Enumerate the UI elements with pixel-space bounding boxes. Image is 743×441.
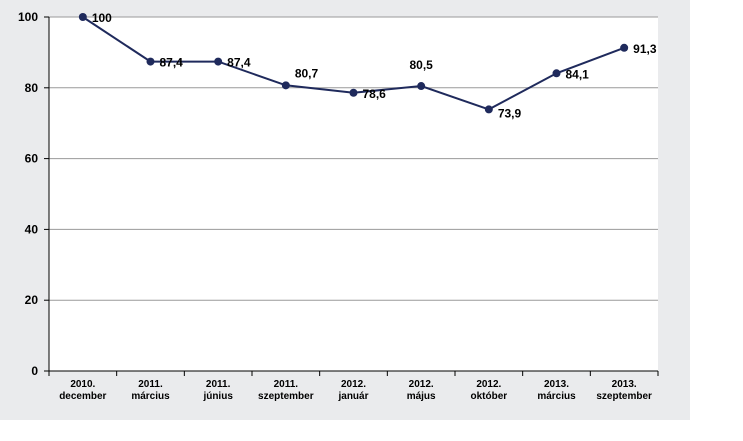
x-tick-label: 2010. december <box>59 379 106 402</box>
data-point <box>214 57 223 66</box>
x-tick-label-line: szeptember <box>596 391 652 402</box>
x-tick-label-line: március <box>131 391 170 402</box>
x-tick-label: 2012. január <box>337 379 368 402</box>
x-tick-label-line: október <box>470 391 507 402</box>
x-tick-label-line: 2012. <box>476 379 501 390</box>
y-tick-label: 100 <box>18 10 38 24</box>
data-label: 80,5 <box>409 58 433 72</box>
x-tick-label-line: 2013. <box>612 379 637 390</box>
x-tick-label: 2012. október <box>470 379 507 402</box>
x-tick-label: 2011. június <box>202 379 233 402</box>
data-label: 78,6 <box>363 87 387 101</box>
data-point <box>78 13 87 21</box>
x-tick-label-line: 2010. <box>70 379 95 390</box>
chart-area: 0 20 40 60 80 100 2010. december 2011. március 201… <box>0 0 690 420</box>
data-point <box>281 81 290 90</box>
data-point <box>484 105 493 114</box>
x-tick-label-line: 2013. <box>544 379 569 390</box>
data-point <box>552 69 561 78</box>
x-tick-label: 2011. szeptember <box>258 379 314 402</box>
x-tick-label-line: szeptember <box>258 391 314 402</box>
y-tick-label: 80 <box>25 81 39 95</box>
data-point <box>146 57 155 66</box>
y-tick-label: 20 <box>25 293 39 307</box>
data-label: 73,9 <box>498 106 522 120</box>
x-tick-label-line: december <box>59 391 106 402</box>
x-tick-label-line: május <box>407 391 436 402</box>
y-tick-label: 0 <box>31 364 38 378</box>
data-point <box>349 88 358 97</box>
data-label: 100 <box>92 11 112 25</box>
x-tick-label-line: március <box>537 391 576 402</box>
x-tick-label-line: 2011. <box>206 379 231 390</box>
x-tick-label-line: június <box>202 391 233 402</box>
x-tick-label: 2012. május <box>407 379 436 402</box>
data-label: 84,1 <box>566 67 590 81</box>
x-tick-label-line: január <box>337 391 368 402</box>
x-tick-label-line: 2012. <box>341 379 366 390</box>
data-label: 91,3 <box>633 42 657 56</box>
data-label: 87,4 <box>227 56 251 70</box>
x-tick-label-line: 2011. <box>274 379 299 390</box>
x-tick-label: 2013. szeptember <box>596 379 652 402</box>
x-tick-label: 2011. március <box>131 379 170 402</box>
x-tick-label-line: 2012. <box>409 379 434 390</box>
x-tick-label: 2013. március <box>537 379 576 402</box>
x-tick-label-line: 2011. <box>138 379 163 390</box>
data-label: 80,7 <box>295 66 319 80</box>
y-tick-label: 60 <box>25 152 39 166</box>
data-label: 87,4 <box>160 56 184 70</box>
data-point <box>417 82 426 91</box>
y-tick-label: 40 <box>25 222 39 236</box>
data-point <box>620 43 629 52</box>
